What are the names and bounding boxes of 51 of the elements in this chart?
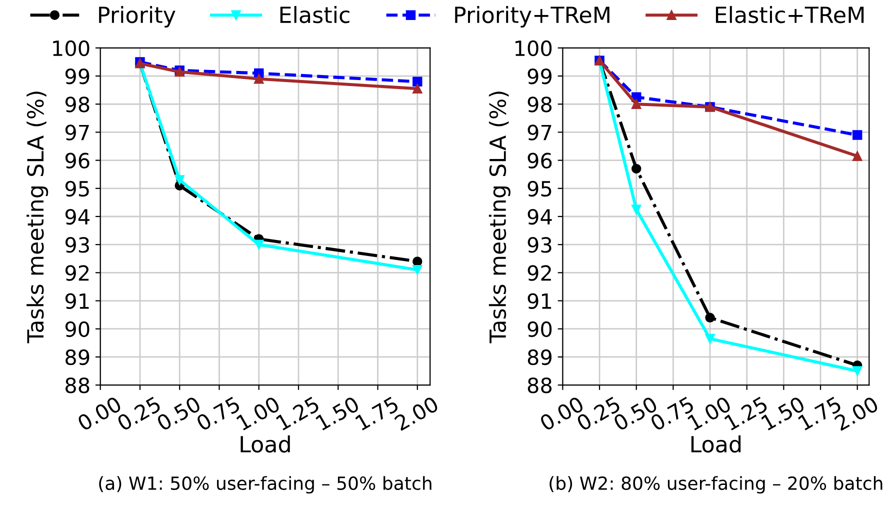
point xyxy=(852,130,862,140)
point xyxy=(412,84,422,94)
point xyxy=(852,151,862,161)
point xyxy=(631,99,642,109)
y-axis-title: Tasks meeting SLA (%) xyxy=(26,92,48,344)
legend-label: Priority+TReM xyxy=(455,6,610,28)
point xyxy=(631,164,642,174)
point xyxy=(254,240,264,250)
legend-label: Elastic xyxy=(280,6,350,24)
y-tick-label: 97 xyxy=(528,124,552,140)
y-axis-title: Tasks meeting SLA (%) xyxy=(488,92,510,344)
y-tick-label: 99 xyxy=(528,68,552,84)
y-tick-label: 100 xyxy=(515,40,552,56)
y-tick-label: 96 xyxy=(528,152,552,169)
y-tick-label: 88 xyxy=(528,378,552,394)
y-tick-label: 92 xyxy=(65,265,89,281)
y-tick-label: 95 xyxy=(528,180,552,197)
point xyxy=(412,265,422,275)
y-tick-label: 98 xyxy=(65,96,90,112)
text: (a) W1: 50% user-facing – 50% batch xyxy=(99,476,432,494)
y-tick-label: 100 xyxy=(53,40,90,56)
y-tick-label: 91 xyxy=(65,293,89,309)
y-tick-label: 97 xyxy=(65,124,89,140)
point xyxy=(412,76,422,87)
y-tick-label: 89 xyxy=(66,349,90,366)
y-tick-label: 95 xyxy=(65,180,89,197)
y-tick-label: 93 xyxy=(65,237,89,253)
y-tick-label: 94 xyxy=(528,208,552,225)
y-tick-label: 90 xyxy=(65,321,90,338)
y-tick-label: 88 xyxy=(66,378,90,394)
legend-label: Elastic+TReM xyxy=(716,6,864,24)
x-axis-title: Load xyxy=(691,435,741,453)
y-tick-label: 99 xyxy=(65,68,90,84)
point xyxy=(631,204,642,214)
point xyxy=(174,175,184,185)
y-tick-label: 96 xyxy=(65,152,90,169)
legend-label: Priority xyxy=(99,6,176,28)
text: (b) W2: 80% user-facing – 20% batch xyxy=(550,476,882,494)
point xyxy=(705,312,715,322)
y-tick-label: 94 xyxy=(65,208,90,225)
y-tick-label: 89 xyxy=(528,349,552,366)
point xyxy=(852,366,862,376)
point xyxy=(412,256,422,266)
y-tick-label: 98 xyxy=(528,96,552,112)
y-tick-label: 90 xyxy=(528,321,552,338)
y-tick-label: 93 xyxy=(528,237,552,253)
y-tick-label: 92 xyxy=(528,265,551,281)
x-axis-title: Load xyxy=(240,435,290,453)
y-tick-label: 91 xyxy=(528,293,552,309)
point xyxy=(254,74,264,84)
point xyxy=(705,334,715,344)
